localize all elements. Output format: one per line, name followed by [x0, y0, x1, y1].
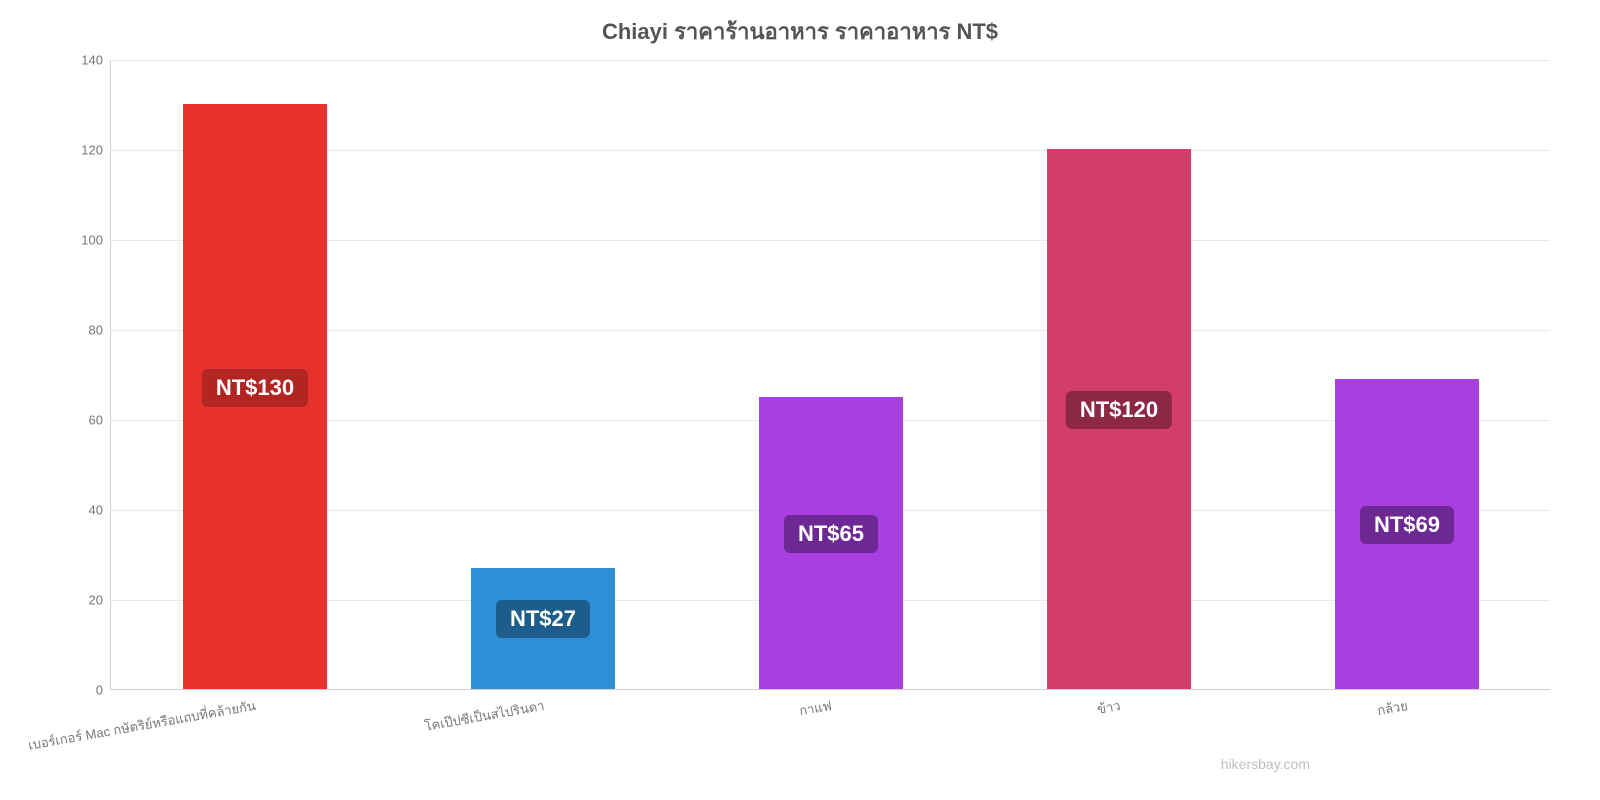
chart-plot-area: 020406080100120140NT$130เบอร์เกอร์ Mac ก…	[110, 60, 1550, 690]
y-tick-label: 20	[89, 593, 103, 608]
y-tick-label: 140	[81, 53, 103, 68]
bar-value-label: NT$120	[1066, 391, 1172, 429]
y-tick-label: 60	[89, 413, 103, 428]
bar-value-label: NT$69	[1360, 506, 1454, 544]
y-tick-label: 0	[96, 683, 103, 698]
bar: NT$27	[471, 568, 615, 690]
x-tick-label: โคเป๊ปซีเป็นสไปรินดา	[422, 695, 545, 737]
bar: NT$120	[1047, 149, 1191, 689]
bar-value-label: NT$27	[496, 600, 590, 638]
x-tick-label: กล้วย	[1376, 695, 1410, 721]
x-tick-label: ข้าว	[1095, 695, 1122, 720]
gridline	[111, 60, 1550, 61]
y-tick-label: 100	[81, 233, 103, 248]
bar: NT$69	[1335, 379, 1479, 690]
chart-title: Chiayi ราคาร้านอาหาร ราคาอาหาร NT$	[0, 0, 1600, 49]
y-tick-label: 120	[81, 143, 103, 158]
bar-value-label: NT$65	[784, 515, 878, 553]
bar: NT$130	[183, 104, 327, 689]
x-tick-label: กาแฟ	[798, 695, 834, 721]
bar-value-label: NT$130	[202, 369, 308, 407]
bar: NT$65	[759, 397, 903, 690]
watermark-text: hikersbay.com	[1221, 756, 1310, 772]
y-tick-label: 80	[89, 323, 103, 338]
x-tick-label: เบอร์เกอร์ Mac กษัตริย์หรือแถบที่คล้ายกั…	[27, 695, 258, 756]
y-tick-label: 40	[89, 503, 103, 518]
